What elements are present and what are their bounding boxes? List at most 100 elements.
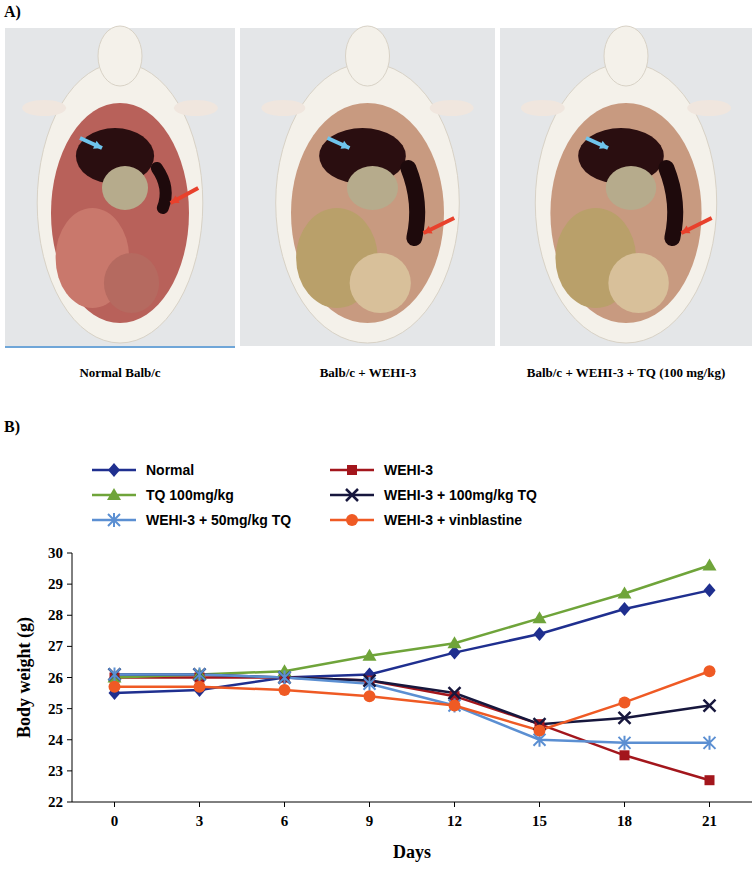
y-tick-label: 25	[48, 701, 63, 717]
y-axis-title: Body weight (g)	[14, 617, 35, 738]
x-axis-title: Days	[393, 842, 431, 862]
x-tick	[199, 802, 200, 807]
y-tick	[67, 677, 72, 678]
marker	[109, 681, 121, 693]
marker	[279, 684, 291, 696]
marker	[449, 699, 461, 713]
legend-label: TQ 100mg/kg	[146, 487, 234, 503]
marker	[364, 690, 376, 702]
photo	[500, 26, 752, 346]
mouse-limb	[22, 100, 66, 116]
marker	[279, 671, 291, 685]
marker	[194, 681, 206, 693]
caption: Balb/c + WEHI-3 + TQ (100 mg/kg)	[527, 365, 726, 380]
x-tick	[284, 802, 285, 807]
plot-area	[108, 558, 717, 785]
mouse-head	[346, 26, 390, 86]
marker	[449, 687, 461, 699]
stomach	[347, 166, 398, 210]
marker	[534, 627, 546, 641]
x-tick	[369, 802, 370, 807]
y-tick-label: 26	[48, 670, 64, 686]
marker	[534, 724, 546, 736]
x-tick-label: 12	[447, 813, 462, 829]
intestine	[104, 253, 159, 313]
arrow	[424, 218, 455, 233]
marker	[704, 583, 716, 597]
photo-underline	[5, 346, 235, 348]
stomach	[606, 166, 656, 210]
photo	[240, 26, 495, 346]
y-tick-label: 29	[48, 576, 63, 592]
y-tick	[67, 553, 72, 554]
spleen	[666, 168, 675, 238]
x-tick-label: 9	[366, 813, 374, 829]
y-tick-label: 22	[48, 794, 63, 810]
arrow	[681, 218, 711, 233]
marker	[279, 671, 291, 685]
marker	[619, 696, 631, 708]
x-tick	[539, 802, 540, 807]
x-axis	[72, 802, 752, 803]
marker	[449, 700, 461, 712]
series-line	[115, 674, 710, 742]
intestine	[608, 253, 668, 313]
marker	[703, 558, 717, 570]
photo	[5, 26, 235, 346]
abdomen	[550, 103, 701, 323]
marker	[109, 667, 121, 681]
mouse-limb	[687, 100, 731, 116]
arrowhead	[341, 141, 350, 149]
y-tick	[67, 615, 72, 616]
marker	[704, 700, 716, 712]
x-tick-label: 0	[111, 813, 119, 829]
spleen	[408, 168, 417, 238]
marker	[194, 668, 206, 680]
legend-label: WEHI-3 + 50mg/kg TQ	[146, 512, 291, 528]
marker	[705, 775, 715, 785]
marker	[194, 667, 206, 681]
arrowhead	[171, 195, 180, 203]
marker	[620, 750, 630, 760]
arrowhead	[681, 226, 690, 234]
mouse-limb	[521, 100, 565, 116]
panel-label: B)	[4, 418, 20, 436]
legend: NormalWEHI-3TQ 100mg/kgWEHI-3 + 100mg/kg…	[92, 462, 537, 528]
abdomen	[51, 103, 189, 323]
x-tick-label: 18	[617, 813, 632, 829]
series-line	[115, 565, 710, 677]
legend-marker	[347, 465, 357, 475]
marker	[619, 712, 631, 724]
y-tick	[67, 770, 72, 771]
caption: Normal Balb/c	[79, 365, 160, 380]
arrowhead	[424, 226, 433, 234]
x-tick-label: 3	[196, 813, 204, 829]
caption: Balb/c + WEHI-3	[320, 365, 417, 380]
legend-label: WEHI-3	[384, 462, 433, 478]
arrow	[586, 138, 608, 148]
y-tick-label: 27	[48, 638, 64, 654]
y-tick	[67, 584, 72, 585]
y-tick-label: 28	[48, 607, 63, 623]
x-tick-label: 6	[281, 813, 289, 829]
panel-label: A)	[4, 3, 21, 21]
legend-marker	[346, 489, 358, 501]
series-line	[115, 678, 710, 781]
x-tick	[709, 802, 710, 807]
arrowhead	[599, 141, 608, 149]
legend-label: WEHI-3 + vinblastine	[384, 512, 522, 528]
marker	[279, 672, 291, 684]
mouse-head	[98, 26, 142, 86]
marker	[363, 649, 377, 661]
y-tick-label: 24	[48, 732, 64, 748]
arrow	[171, 188, 199, 203]
marker	[109, 668, 121, 680]
mouse-limb	[261, 100, 305, 116]
mouse-limb	[174, 100, 218, 116]
x-tick	[454, 802, 455, 807]
x-tick-label: 15	[532, 813, 547, 829]
x-tick	[624, 802, 625, 807]
arrow	[80, 138, 102, 148]
x-tick	[114, 802, 115, 807]
y-tick	[67, 739, 72, 740]
